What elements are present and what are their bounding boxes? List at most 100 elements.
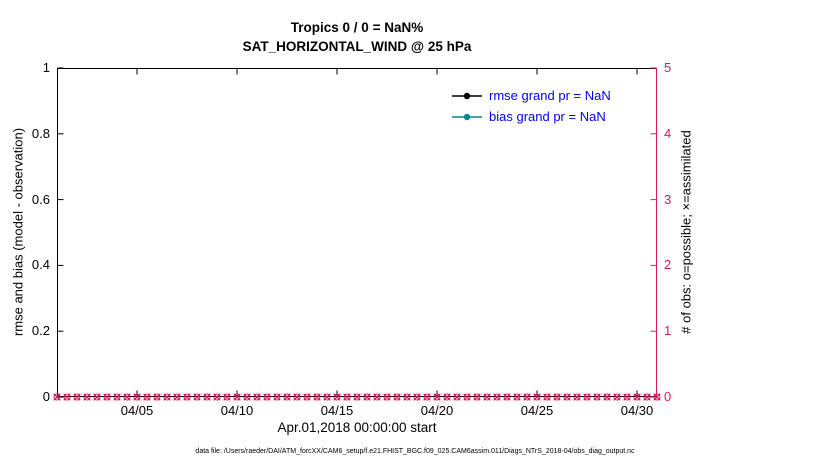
obs-possible-marker xyxy=(293,393,301,401)
data-file-footnote: data file: /Users/raeder/DAI/ATM_forcXX/… xyxy=(195,448,635,455)
obs-possible-marker xyxy=(193,393,201,401)
obs-assimilated-marker xyxy=(533,393,541,401)
rmse-line-sample xyxy=(452,92,482,99)
y-tick-label-right: 3 xyxy=(664,191,672,207)
x-tick-label: 04/20 xyxy=(420,403,454,418)
obs-possible-marker xyxy=(133,393,141,401)
obs-assimilated-marker xyxy=(353,393,361,401)
obs-assimilated-marker xyxy=(193,393,201,401)
obs-assimilated-marker xyxy=(333,393,341,401)
obs-possible-marker xyxy=(393,393,401,401)
obs-possible-marker xyxy=(173,393,181,401)
y-tick-label-left: 0.2 xyxy=(31,323,50,339)
y-tick-label-left: 1 xyxy=(42,60,50,75)
obs-possible-marker xyxy=(363,393,371,401)
obs-assimilated-marker xyxy=(633,393,641,401)
x-tick-label: 04/15 xyxy=(320,403,354,418)
right-y-axis-label: # of obs: o=possible; ×=assimilated xyxy=(678,130,694,334)
obs-possible-marker xyxy=(123,393,131,401)
obs-assimilated-marker xyxy=(283,393,291,401)
obs-assimilated-marker xyxy=(443,393,451,401)
obs-assimilated-marker xyxy=(463,393,471,401)
y-tick-label-right: 0 xyxy=(664,389,672,404)
obs-assimilated-marker xyxy=(253,393,261,401)
obs-possible-marker xyxy=(263,393,271,401)
y-tick-label-left: 0.4 xyxy=(31,257,50,273)
obs-assimilated-marker xyxy=(263,393,271,401)
obs-assimilated-marker xyxy=(653,393,661,401)
obs-possible-marker xyxy=(153,393,161,401)
legend-label-bias: bias grand pr = NaN xyxy=(489,109,606,124)
obs-possible-marker xyxy=(623,393,631,401)
y-tick-label-left: 0 xyxy=(42,389,50,404)
obs-possible-marker xyxy=(473,393,481,401)
obs-assimilated-marker xyxy=(173,393,181,401)
legend-entry-bias: bias grand pr = NaN xyxy=(452,106,611,127)
obs-assimilated-marker xyxy=(233,393,241,401)
obs-possible-marker xyxy=(333,393,341,401)
obs-assimilated-marker xyxy=(73,393,81,401)
obs-assimilated-marker xyxy=(63,393,71,401)
obs-assimilated-marker xyxy=(393,393,401,401)
obs-assimilated-marker xyxy=(53,393,61,401)
obs-assimilated-marker xyxy=(493,393,501,401)
obs-possible-marker xyxy=(63,393,71,401)
obs-possible-marker xyxy=(223,393,231,401)
y-tick-label-right: 2 xyxy=(664,257,672,273)
obs-assimilated-marker xyxy=(323,393,331,401)
obs-possible-marker xyxy=(493,393,501,401)
obs-assimilated-marker xyxy=(643,393,651,401)
obs-assimilated-marker xyxy=(383,393,391,401)
obs-possible-marker xyxy=(343,393,351,401)
legend: rmse grand pr = NaN bias grand pr = NaN xyxy=(452,85,611,127)
obs-assimilated-marker xyxy=(203,393,211,401)
obs-possible-marker xyxy=(463,393,471,401)
x-axis-label: Apr.01,2018 00:00:00 start xyxy=(277,420,437,435)
obs-assimilated-marker xyxy=(93,393,101,401)
obs-assimilated-marker xyxy=(403,393,411,401)
chart-title: Tropics 0 / 0 = NaN% xyxy=(290,20,424,35)
obs-assimilated-marker xyxy=(103,393,111,401)
x-tick-label: 04/10 xyxy=(220,403,254,418)
obs-possible-marker xyxy=(83,393,91,401)
obs-possible-marker xyxy=(353,393,361,401)
obs-assimilated-marker xyxy=(583,393,591,401)
obs-possible-marker xyxy=(453,393,461,401)
obs-assimilated-marker xyxy=(163,393,171,401)
y-tick-label-left: 0.8 xyxy=(31,125,50,141)
obs-possible-marker xyxy=(543,393,551,401)
x-tick-label: 04/30 xyxy=(620,403,654,418)
obs-possible-marker xyxy=(503,393,511,401)
obs-possible-marker xyxy=(563,393,571,401)
obs-assimilated-marker xyxy=(113,393,121,401)
bias-line-sample xyxy=(452,113,482,120)
obs-possible-marker xyxy=(403,393,411,401)
obs-possible-marker xyxy=(443,393,451,401)
obs-possible-marker xyxy=(523,393,531,401)
obs-possible-marker xyxy=(253,393,261,401)
chart-subtitle: SAT_HORIZONTAL_WIND @ 25 hPa xyxy=(242,39,472,54)
obs-assimilated-marker xyxy=(273,393,281,401)
obs-assimilated-marker xyxy=(623,393,631,401)
y-tick-label-right: 5 xyxy=(664,60,672,75)
obs-possible-marker xyxy=(103,393,111,401)
obs-possible-marker xyxy=(613,393,621,401)
obs-possible-marker xyxy=(373,393,381,401)
obs-possible-marker xyxy=(433,393,441,401)
obs-assimilated-marker xyxy=(133,393,141,401)
obs-assimilated-marker xyxy=(433,393,441,401)
obs-assimilated-marker xyxy=(223,393,231,401)
plot-area xyxy=(53,67,661,401)
y-tick-label-right: 4 xyxy=(664,125,672,141)
obs-possible-marker xyxy=(283,393,291,401)
obs-possible-marker xyxy=(203,393,211,401)
obs-possible-marker xyxy=(483,393,491,401)
obs-possible-marker xyxy=(513,393,521,401)
obs-possible-marker xyxy=(633,393,641,401)
obs-assimilated-marker xyxy=(83,393,91,401)
obs-assimilated-marker xyxy=(553,393,561,401)
obs-possible-marker xyxy=(383,393,391,401)
obs-assimilated-marker xyxy=(123,393,131,401)
obs-assimilated-marker xyxy=(503,393,511,401)
